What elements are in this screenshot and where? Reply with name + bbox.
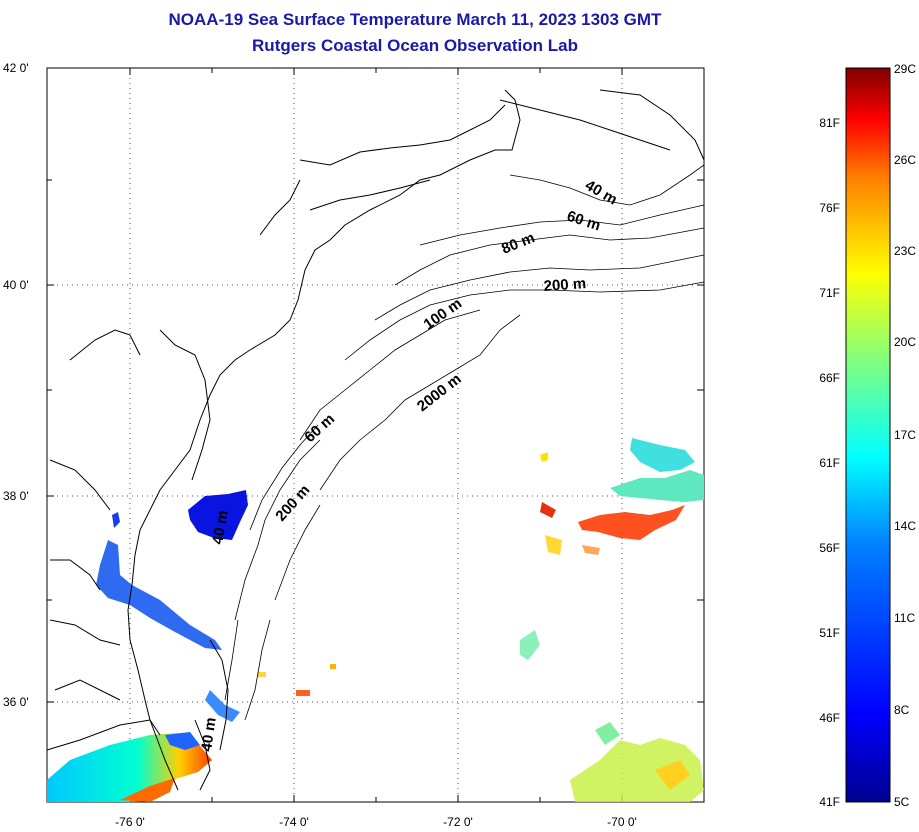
sst-patch-chesapeake [96, 540, 222, 650]
depth-label-40m-hatteras: 40 m [198, 716, 220, 752]
cb-label-71f: 71F [819, 286, 840, 300]
lon-label-76: -76 0' [115, 815, 145, 829]
cb-label-76f: 76F [819, 201, 840, 215]
lat-label-38: 38 0' [3, 489, 29, 503]
cb-label-56f: 56F [819, 541, 840, 555]
cb-label-81f: 81F [819, 116, 840, 130]
depth-label-200m: 200 m [543, 275, 587, 295]
map-title: NOAA-19 Sea Surface Temperature March 11… [168, 10, 662, 29]
cb-label-5c: 5C [894, 795, 910, 809]
cb-label-66f: 66F [819, 371, 840, 385]
sst-patch-pamlico [47, 733, 212, 802]
cb-label-41f: 41F [819, 795, 840, 809]
cb-label-20c: 20C [894, 335, 916, 349]
lat-label-36: 36 0' [3, 695, 29, 709]
lon-label-70: -70 0' [607, 815, 637, 829]
cb-label-23c: 23C [894, 244, 916, 258]
map-frame [46, 67, 705, 803]
cb-label-26c: 26C [894, 153, 916, 167]
sst-patch-gulf-stream [578, 505, 685, 540]
cb-label-8c: 8C [894, 703, 910, 717]
colorbar-fahrenheit-labels: 81F 76F 71F 66F 61F 56F 51F 46F 41F [819, 116, 840, 809]
lon-label-72: -72 0' [443, 815, 473, 829]
cb-label-29c: 29C [894, 62, 916, 76]
bathymetry-contours [224, 164, 705, 721]
cb-label-14c: 14C [894, 519, 916, 533]
latitude-labels: 42 0' 40 0' 38 0' 36 0' [3, 61, 29, 709]
lat-label-42: 42 0' [3, 61, 29, 75]
sst-patch-delaware-bay [188, 490, 248, 540]
cb-label-17c: 17C [894, 428, 916, 442]
cb-label-51f: 51F [819, 626, 840, 640]
cb-label-11c: 11C [894, 611, 915, 625]
longitude-labels: -76 0' -74 0' -72 0' -70 0' [115, 815, 637, 829]
cb-label-61f: 61F [819, 456, 840, 470]
lon-label-74: -74 0' [279, 815, 309, 829]
colorbar-gradient [845, 67, 891, 803]
coastline [46, 89, 705, 791]
lat-label-40: 40 0' [3, 278, 29, 292]
colorbar-celsius-labels: 29C 26C 23C 20C 17C 14C 11C 8C 5C [894, 62, 916, 809]
depth-label-40m-delaware: 40 m [209, 509, 232, 546]
map-subtitle: Rutgers Coastal Ocean Observation Lab [252, 36, 578, 55]
sst-data-layer [47, 438, 704, 802]
cb-label-46f: 46F [819, 711, 840, 725]
colorbar: 29C 26C 23C 20C 17C 14C 11C 8C 5C 81F 76… [819, 62, 916, 809]
